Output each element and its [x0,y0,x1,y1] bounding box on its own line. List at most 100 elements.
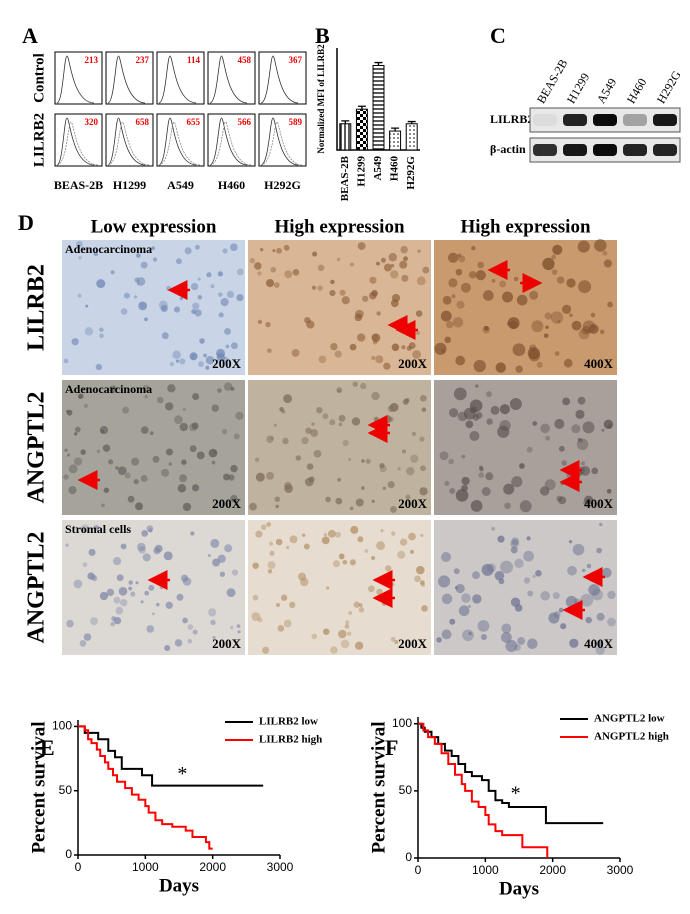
cell-texture [323,628,330,635]
cell-texture [501,291,513,303]
cell-texture [455,583,465,594]
cell-texture [389,403,399,412]
cell-texture [480,634,487,641]
cell-texture [270,436,274,440]
cell-texture [304,477,314,487]
x-tick-label: 3000 [267,860,294,874]
x-tick-label: 3000 [607,863,634,877]
histogram-curve [107,55,146,104]
cell-texture [461,454,466,459]
cell-texture [96,449,101,454]
magnification: 400X [584,356,614,371]
cell-texture [349,506,354,511]
cell-texture [191,484,200,492]
mfi-value: 367 [289,55,303,65]
cell-texture [138,546,147,554]
bar [372,64,385,151]
magnification: 400X [584,636,614,651]
cell-texture [478,472,485,478]
cell-texture [354,641,364,650]
cell-texture [577,240,590,253]
row-label: ANGPTL2 [24,531,50,643]
y-tick-label: 100 [52,719,72,733]
cell-texture [85,304,89,308]
cell-texture [444,481,450,487]
cell-texture [108,459,114,465]
cell-texture [460,282,471,293]
cell-texture [230,243,238,251]
row-label: LILRB2 [490,112,533,126]
panel-label: D [18,210,34,235]
mfi-value: 114 [187,55,201,65]
cell-texture [134,277,140,283]
cell-texture [365,458,371,464]
cell-texture [421,407,427,412]
mfi-value: 655 [187,117,201,127]
histogram-box [207,51,256,105]
cell-texture [182,407,186,412]
cell-texture [161,468,170,477]
cell-texture [225,344,230,349]
cell-texture [295,455,302,461]
cell-texture [590,312,596,318]
band [653,114,677,126]
cell-texture [161,305,167,312]
mfi-value: 589 [289,117,303,127]
cell-texture [383,362,391,370]
cell-texture [266,522,272,527]
mfi-value: 658 [136,117,150,127]
bar [405,123,418,151]
cell-texture [434,342,447,355]
cell-texture [113,557,122,566]
cell-texture [179,422,188,432]
cell-texture [569,313,573,317]
cell-texture [198,361,204,368]
cell-texture [93,251,99,257]
cell-texture [469,430,480,441]
cell-texture [140,261,148,269]
cell-texture [163,551,173,561]
x-axis-label: Days [159,875,199,896]
cell-texture [283,244,290,251]
cell-texture [63,358,69,364]
histogram-curve [56,121,99,166]
cell-texture [544,479,556,491]
cell-texture [582,421,595,434]
cell-texture [580,465,591,476]
cell-texture [441,629,452,640]
cell-texture [561,460,568,466]
cell-texture [461,593,471,603]
band [653,144,677,156]
cell-texture [558,496,567,505]
cell-texture [255,530,263,538]
cell-texture [101,503,105,508]
cell-texture [371,555,376,561]
cell-texture [299,577,309,587]
cell-texture [474,384,479,388]
cell-texture [550,311,564,324]
row-label: β-actin [490,142,526,156]
cell-texture [357,333,366,342]
cell-texture [90,574,97,581]
cell-texture [275,538,283,546]
cell-texture [557,320,561,324]
histogram-curve [209,117,248,166]
cell-texture [99,591,109,601]
cell-texture [279,407,284,412]
bar [355,108,368,151]
cell-texture [291,348,300,357]
cell-texture [303,543,310,550]
cell-texture [210,619,216,626]
cell-texture [551,269,558,275]
cell-texture [223,473,230,481]
cell-texture [349,343,357,351]
cell-texture [596,640,603,647]
cell-texture [262,646,270,654]
cell-texture [128,580,133,585]
cell-texture [601,428,605,432]
cell-texture [273,423,277,427]
cell-line-label: A549 [167,178,194,192]
cell-texture [236,624,241,628]
panel-label: F [385,735,398,760]
